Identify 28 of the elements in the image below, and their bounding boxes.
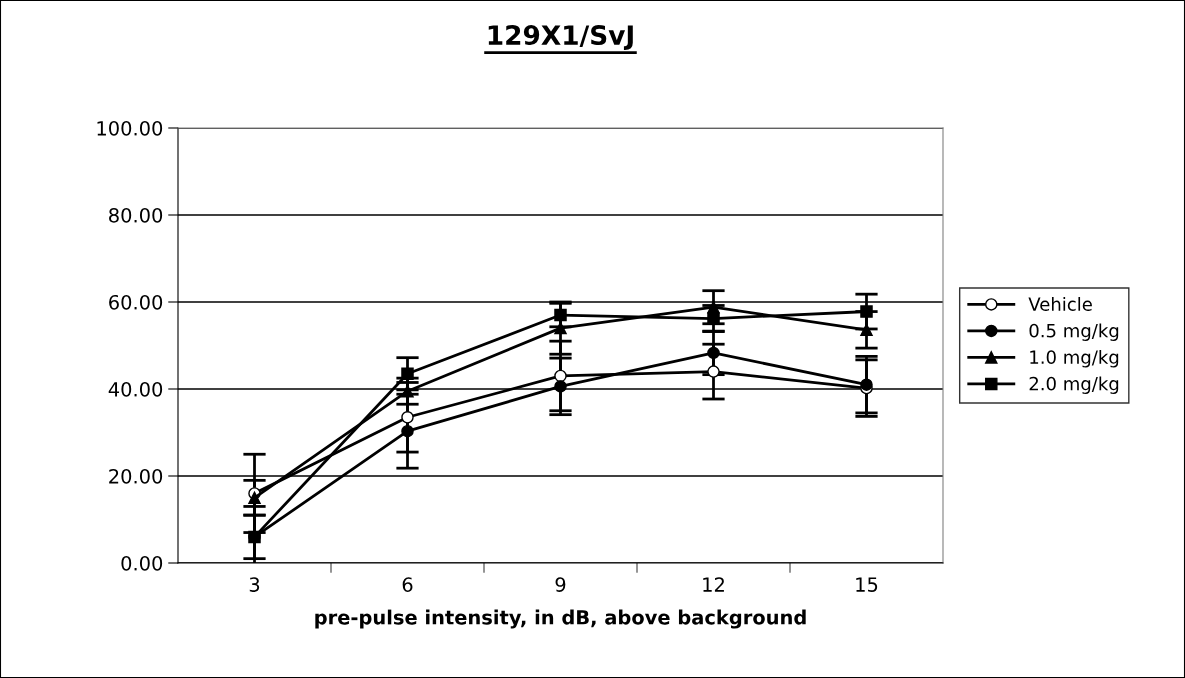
point [401, 367, 414, 381]
y-tick-label: 80.00 [109, 207, 163, 223]
point [401, 424, 414, 438]
x-tick-label: 6 [402, 577, 413, 592]
point [401, 411, 414, 424]
x-tick-label: 15 [856, 577, 878, 592]
point [707, 365, 720, 378]
chart-title: 129X1/SvJ [488, 25, 633, 50]
legend-label: 1.0 mg/kg [1030, 350, 1119, 368]
legend-label: 2.0 mg/kg [1029, 376, 1119, 394]
legend-label: 0.5 mg/kg [1029, 323, 1119, 341]
point [554, 369, 567, 383]
point [248, 491, 261, 505]
point [860, 305, 873, 318]
point [707, 346, 720, 360]
x-tick-label: 9 [555, 577, 566, 592]
x-axis-title: pre-pulse intensity, in dB, above background [315, 609, 806, 629]
point [554, 308, 567, 322]
y-tick-label: 20.00 [109, 468, 163, 484]
y-tick-label: 40.00 [108, 381, 163, 397]
x-tick-label: 3 [249, 577, 260, 592]
point [554, 380, 567, 393]
legend-label: Vehicle [1028, 297, 1092, 311]
y-tick-label: 60.00 [109, 294, 163, 310]
point [860, 378, 873, 391]
x-tick-label: 12 [703, 577, 724, 592]
y-tick-label: 100.00 [97, 120, 163, 136]
y-tick-label: 0.00 [121, 555, 163, 571]
